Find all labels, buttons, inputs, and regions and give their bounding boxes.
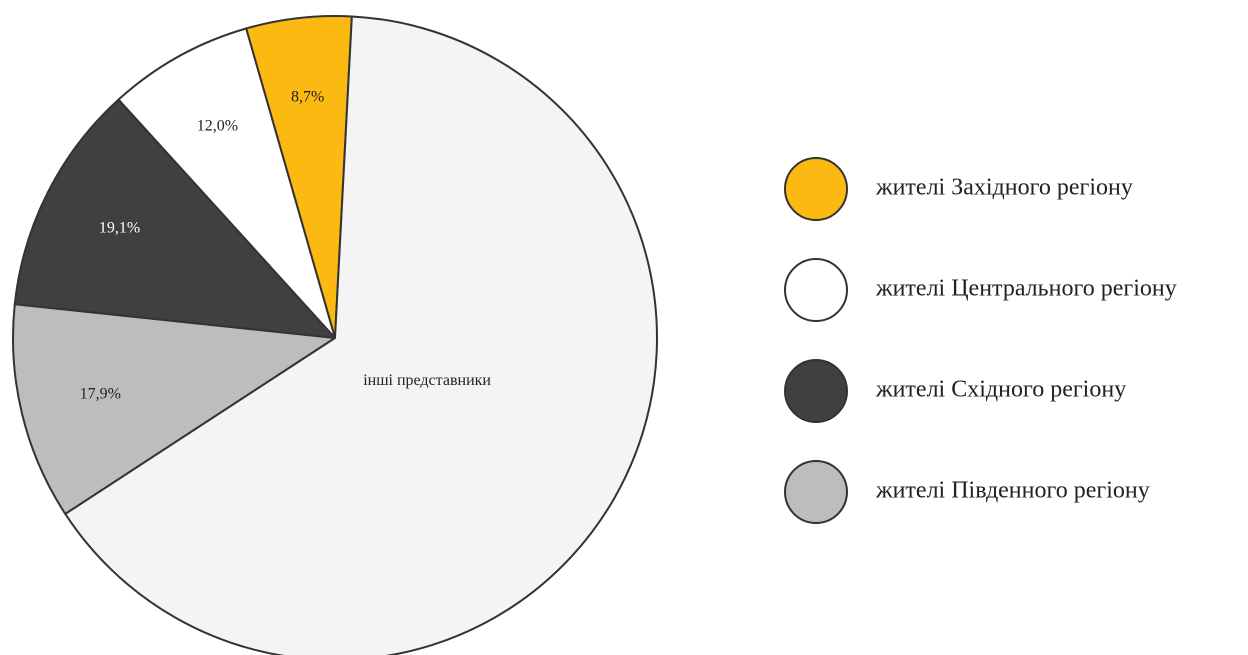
legend-label: жителі Південного регіону — [875, 478, 1150, 504]
pie-slice — [13, 98, 338, 340]
legend-label: жителі Східного регіону — [875, 377, 1126, 403]
pie-slice — [63, 15, 658, 655]
legend-label: жителі Центрального регіону — [875, 276, 1177, 302]
slice-label: інші представники — [363, 372, 491, 390]
slice-label: 17,9% — [80, 385, 121, 402]
slice-label: 8,7% — [291, 89, 324, 106]
slice-label: 12,0% — [197, 118, 238, 135]
pie-slice — [117, 27, 336, 339]
legend-swatch — [784, 157, 848, 221]
legend-swatch — [784, 359, 848, 423]
pie-slice — [12, 303, 338, 516]
legend-swatch — [784, 460, 848, 524]
legend-swatch — [784, 258, 848, 322]
slice-label: 19,1% — [99, 219, 140, 236]
legend-label: жителі Західного регіону — [875, 175, 1133, 201]
